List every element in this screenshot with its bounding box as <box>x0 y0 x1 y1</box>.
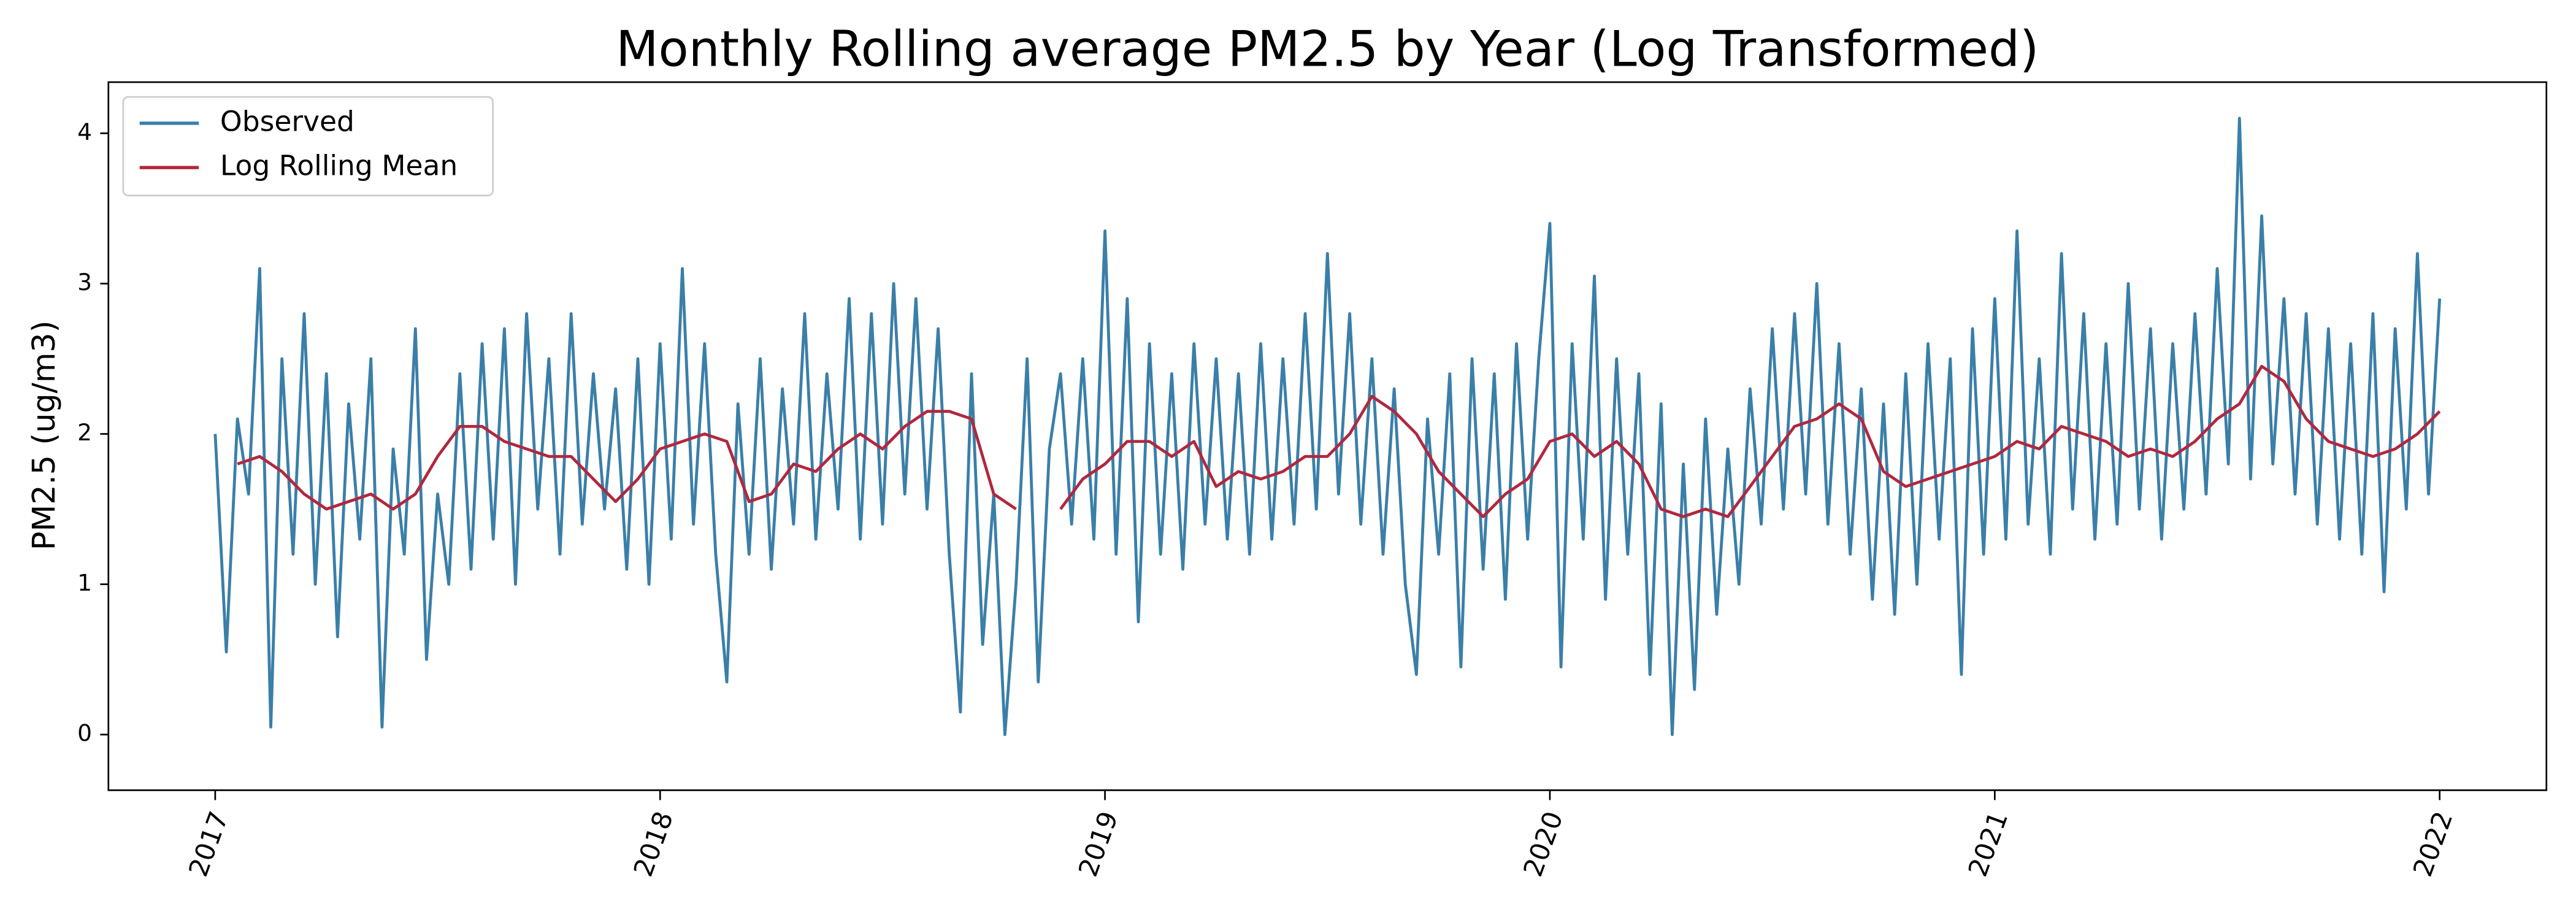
x-tick-label: 2022 <box>2407 807 2459 881</box>
series-line <box>213 117 2442 737</box>
legend-label: Observed <box>220 105 355 137</box>
legend-label: Log Rolling Mean <box>220 150 458 182</box>
y-tick-label: 3 <box>77 269 92 296</box>
series-line <box>237 364 2441 518</box>
y-tick-label: 0 <box>77 719 92 746</box>
x-tick-label: 2018 <box>628 807 680 881</box>
plot-frame <box>107 81 2548 791</box>
x-tick-label: 2020 <box>1518 807 1570 881</box>
x-tick-label: 2019 <box>1073 807 1124 881</box>
chart-title: Monthly Rolling average PM2.5 by Year (L… <box>616 20 2039 78</box>
y-tick-label: 1 <box>77 569 92 596</box>
legend-box <box>122 96 494 197</box>
y-axis-label: PM2.5 (ug/m3) <box>26 320 63 550</box>
y-tick-label: 2 <box>77 419 92 446</box>
x-tick-label: 2017 <box>183 807 234 881</box>
y-tick-label: 4 <box>77 118 92 145</box>
x-tick-label: 2021 <box>1963 807 2014 881</box>
